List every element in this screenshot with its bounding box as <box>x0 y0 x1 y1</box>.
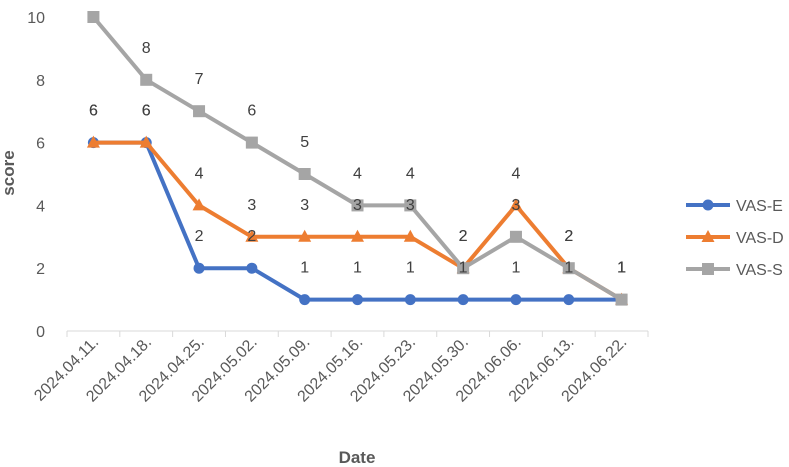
data-label-vas-d: 2 <box>459 228 468 245</box>
data-label-vas-e: 1 <box>512 260 521 277</box>
data-label-vas-s: 1 <box>617 260 626 277</box>
data-point-vas-s <box>298 168 311 180</box>
data-label-vas-d: 2 <box>564 228 573 245</box>
data-label-vas-d: 6 <box>89 103 98 120</box>
axes: 02468102024.04.11.2024.04.18.2024.04.25.… <box>27 10 649 406</box>
data-label-vas-d: 3 <box>247 197 256 214</box>
data-point-vas-s <box>245 136 258 149</box>
data-label-vas-s: 3 <box>512 197 521 214</box>
data-point-vas-e <box>563 294 575 306</box>
data-point-vas-s <box>351 199 364 212</box>
data-point-vas-e <box>246 262 258 274</box>
data-point-vas-d <box>298 229 312 242</box>
data-point-vas-s <box>404 199 417 212</box>
data-label-vas-d: 1 <box>617 260 626 277</box>
data-label-vas-e: 6 <box>89 103 98 120</box>
data-point-vas-s <box>193 105 206 118</box>
y-tick-label: 2 <box>36 261 45 278</box>
legend-item-vas-e: VAS-E <box>686 198 783 215</box>
data-point-vas-d <box>139 135 153 148</box>
data-label-vas-e: 1 <box>353 260 362 277</box>
data-label-vas-d: 3 <box>300 197 309 214</box>
data-point-vas-d <box>351 229 364 242</box>
y-tick-label: 8 <box>36 73 45 90</box>
data-label-vas-s: 2 <box>459 228 468 245</box>
data-point-vas-d <box>192 198 206 211</box>
data-labels: 6622111111166433332421108765442321 <box>89 40 626 277</box>
data-label-vas-s: 6 <box>247 103 256 120</box>
legend-label-vas-e: VAS-E <box>736 198 783 215</box>
data-label-vas-e: 6 <box>142 103 151 120</box>
y-axis-title: score <box>0 150 18 195</box>
data-label-vas-s: 2 <box>564 228 573 245</box>
data-label-vas-e: 1 <box>459 260 468 277</box>
data-point-vas-e <box>510 294 522 306</box>
data-label-vas-d: 4 <box>195 165 204 182</box>
legend-item-vas-s: VAS-S <box>686 262 783 279</box>
data-label-vas-d: 6 <box>142 103 151 120</box>
data-point-vas-e <box>457 294 469 306</box>
data-label-vas-d: 3 <box>406 197 415 214</box>
data-label-vas-e: 1 <box>564 260 573 277</box>
legend-marker-vas-s <box>702 263 714 275</box>
data-point-vas-d <box>245 229 259 242</box>
legend: VAS-E VAS-D VAS-S <box>686 198 784 279</box>
legend-marker-vas-d <box>701 230 715 242</box>
legend-item-vas-d: VAS-D <box>686 230 784 247</box>
y-tick-label: 6 <box>36 136 45 153</box>
series-layer <box>86 11 629 306</box>
data-point-vas-e <box>299 294 311 306</box>
data-label-vas-s: 7 <box>195 71 204 88</box>
data-point-vas-s <box>562 262 575 275</box>
data-label-vas-d: 3 <box>353 197 362 214</box>
data-point-vas-e <box>193 262 205 274</box>
data-point-vas-s <box>457 262 470 275</box>
x-axis-title: Date <box>339 448 376 467</box>
y-tick-label: 4 <box>36 198 45 215</box>
legend-marker-vas-e <box>702 199 714 211</box>
data-label-vas-e: 1 <box>617 260 626 277</box>
data-label-vas-s: 8 <box>142 40 151 57</box>
data-point-vas-e <box>404 294 416 306</box>
data-label-vas-s: 5 <box>300 134 309 151</box>
data-point-vas-d <box>86 135 100 148</box>
y-tick-label: 10 <box>27 10 45 27</box>
data-point-vas-d <box>403 229 417 242</box>
data-label-vas-s: 4 <box>406 165 415 182</box>
data-point-vas-s <box>140 73 153 86</box>
data-point-vas-d <box>509 198 523 211</box>
legend-label-vas-d: VAS-D <box>736 230 784 247</box>
data-point-vas-s <box>87 11 100 23</box>
y-tick-label: 0 <box>36 324 45 341</box>
data-label-vas-e: 1 <box>406 260 415 277</box>
data-label-vas-s: 4 <box>353 165 362 182</box>
data-point-vas-s <box>509 230 522 243</box>
series-line-vas-s <box>91 15 624 302</box>
data-label-vas-e: 1 <box>300 260 309 277</box>
data-label-vas-e: 2 <box>195 228 204 245</box>
data-label-vas-d: 4 <box>512 165 521 182</box>
legend-label-vas-s: VAS-S <box>736 262 783 279</box>
data-label-vas-e: 2 <box>247 228 256 245</box>
data-point-vas-e <box>352 294 363 306</box>
data-point-vas-s <box>615 293 628 306</box>
